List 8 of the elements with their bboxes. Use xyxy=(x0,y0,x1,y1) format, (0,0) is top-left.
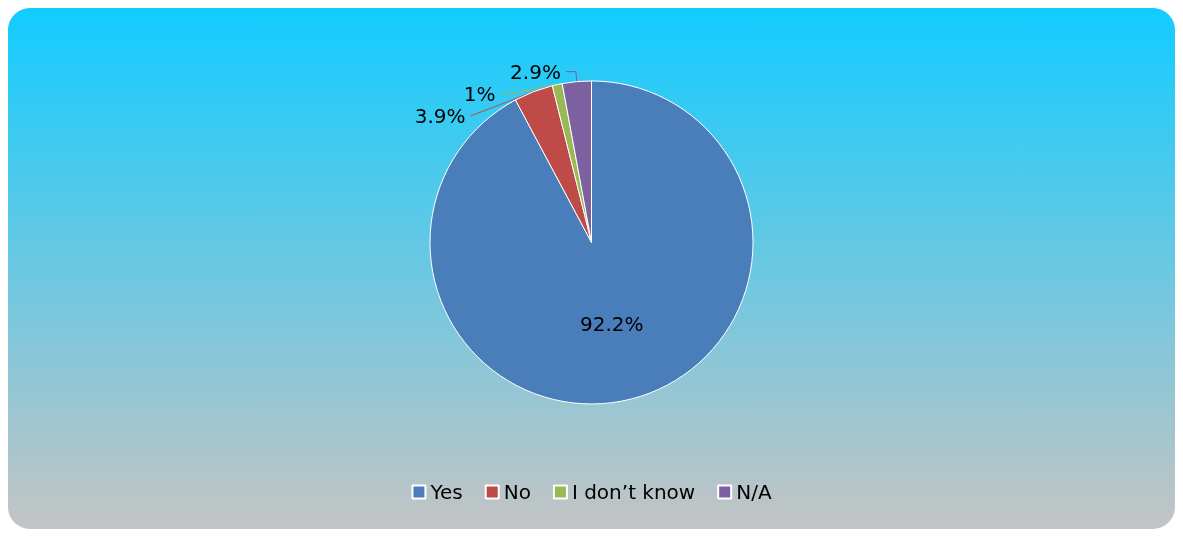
data-label: 3.9% xyxy=(414,103,466,128)
legend-label: No xyxy=(503,480,531,504)
legend-label: I don’t know xyxy=(571,480,696,504)
legend-label: N/A xyxy=(736,480,772,504)
legend-label: Yes xyxy=(429,480,463,504)
data-label: 2.9% xyxy=(510,59,561,84)
data-label: 1% xyxy=(463,81,496,106)
data-label: 92.2% xyxy=(580,311,644,336)
